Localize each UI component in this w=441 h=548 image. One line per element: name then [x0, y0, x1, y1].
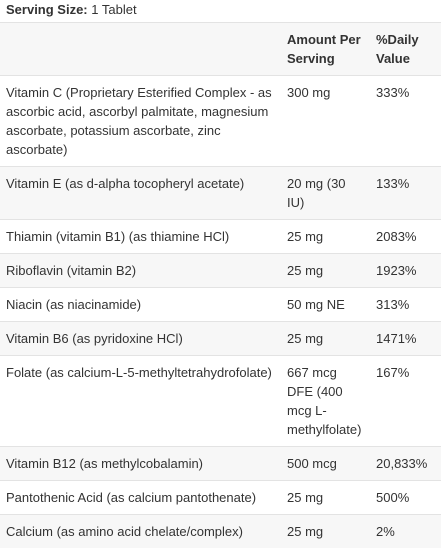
header-cell: %Daily Value [370, 23, 441, 76]
daily-value: 20,833% [370, 447, 441, 481]
nutrient: Vitamin B6 (as pyridoxine HCl) [0, 322, 281, 356]
daily-value: 2083% [370, 220, 441, 254]
daily-value: 1471% [370, 322, 441, 356]
table-row: Vitamin C (Proprietary Esterified Comple… [0, 76, 441, 167]
amount: 667 mcg DFE (400 mcg L-methylfolate) [281, 356, 370, 447]
header-cell [0, 23, 281, 76]
nutrient: Pantothenic Acid (as calcium pantothenat… [0, 481, 281, 515]
serving-label: Serving Size: [6, 2, 88, 17]
daily-value: 133% [370, 167, 441, 220]
header-row: Amount Per Serving %Daily Value [0, 23, 441, 76]
nutrition-table: Amount Per Serving %Daily Value Vitamin … [0, 22, 441, 548]
nutrient: Riboflavin (vitamin B2) [0, 254, 281, 288]
table-row: Pantothenic Acid (as calcium pantothenat… [0, 481, 441, 515]
nutrient: Folate (as calcium-L-5-methyltetrahydrof… [0, 356, 281, 447]
amount: 500 mcg [281, 447, 370, 481]
table-row: Thiamin (vitamin B1) (as thiamine HCl)25… [0, 220, 441, 254]
daily-value: 167% [370, 356, 441, 447]
nutrient: Vitamin B12 (as methylcobalamin) [0, 447, 281, 481]
header-cell: Amount Per Serving [281, 23, 370, 76]
daily-value: 313% [370, 288, 441, 322]
amount: 50 mg NE [281, 288, 370, 322]
nutrient: Vitamin C (Proprietary Esterified Comple… [0, 76, 281, 167]
amount: 20 mg (30 IU) [281, 167, 370, 220]
amount: 25 mg [281, 220, 370, 254]
amount: 300 mg [281, 76, 370, 167]
amount: 25 mg [281, 254, 370, 288]
daily-value: 333% [370, 76, 441, 167]
nutrient: Thiamin (vitamin B1) (as thiamine HCl) [0, 220, 281, 254]
daily-value: 1923% [370, 254, 441, 288]
nutrient: Niacin (as niacinamide) [0, 288, 281, 322]
serving-value: 1 Tablet [91, 2, 136, 17]
serving-size: Serving Size: 1 Tablet [0, 0, 441, 22]
daily-value: 500% [370, 481, 441, 515]
table-row: Folate (as calcium-L-5-methyltetrahydrof… [0, 356, 441, 447]
amount: 25 mg [281, 481, 370, 515]
nutrient: Vitamin E (as d-alpha tocopheryl acetate… [0, 167, 281, 220]
page: Serving Size: 1 Tablet Amount Per Servin… [0, 0, 441, 520]
amount: 25 mg [281, 322, 370, 356]
table-row: Vitamin E (as d-alpha tocopheryl acetate… [0, 167, 441, 220]
